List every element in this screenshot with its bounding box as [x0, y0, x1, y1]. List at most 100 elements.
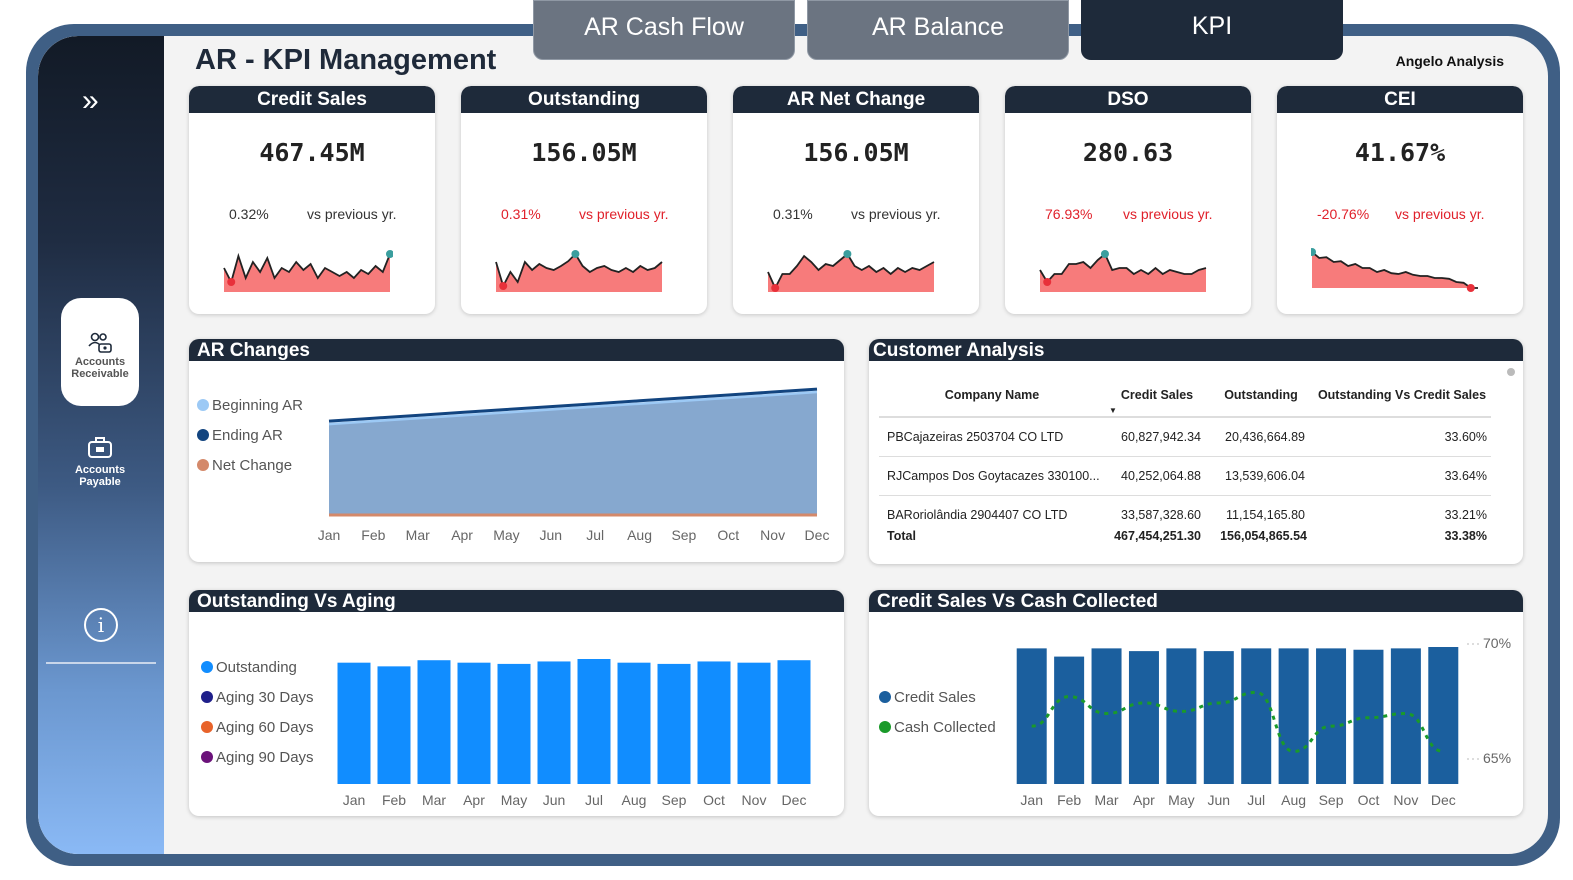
x-tick-label: May: [501, 792, 527, 808]
kpi-card-credit-sales[interactable]: Credit Sales 467.45M 0.32% vs previous yr.: [189, 86, 435, 314]
legend-item[interactable]: Credit Sales: [879, 683, 996, 713]
sparkline-line: [767, 252, 935, 291]
x-tick-label: Sep: [671, 527, 696, 543]
credit-sales-bar: [1278, 648, 1309, 784]
x-tick-label: Jan: [1020, 792, 1043, 808]
x-tick-label: May: [1168, 792, 1194, 808]
nav-accounts-payable[interactable]: Accounts Payable: [61, 434, 139, 496]
cell-outstanding: 20,436,664.89: [1209, 417, 1313, 457]
sparkline-low-marker: [499, 282, 508, 290]
x-tick-label: Apr: [1133, 792, 1155, 808]
x-tick-label: Jul: [1247, 792, 1265, 808]
kpi-title: Credit Sales: [189, 86, 435, 113]
table-row[interactable]: RJCampos Dos Goytacazes 330100... 40,252,…: [879, 456, 1491, 496]
col-credit-sales-label: Credit Sales: [1120, 387, 1194, 402]
sparkline-line: [1039, 252, 1207, 284]
legend-item[interactable]: Aging 90 Days: [201, 743, 314, 773]
legend-marker: [197, 429, 209, 441]
x-tick-label: Jun: [1208, 792, 1231, 808]
outstanding-bar: [457, 662, 491, 784]
kpi-change: 0.31%: [501, 206, 541, 222]
outstanding-bar: [577, 659, 611, 784]
credit-sales-bar: [1091, 648, 1122, 784]
people-card-icon: [88, 332, 112, 353]
legend-marker: [197, 399, 209, 411]
outstanding-bar: [537, 661, 571, 784]
sparkline-high-marker: [1311, 248, 1316, 256]
x-tick-label: Sep: [662, 792, 687, 808]
kpi-value: 280.63: [1082, 138, 1174, 167]
legend-marker: [201, 691, 213, 703]
x-tick-label: Nov: [742, 792, 767, 808]
kpi-card-outstanding[interactable]: Outstanding 156.05M 0.31% vs previous yr.: [461, 86, 707, 314]
credit-cash-panel: Credit Sales Vs Cash Collected Credit Sa…: [869, 590, 1523, 816]
tab-ar-cash-flow[interactable]: AR Cash Flow: [533, 0, 795, 60]
scrollbar-thumb[interactable]: [1507, 368, 1515, 376]
legend-label: Aging 90 Days: [216, 749, 314, 766]
legend-item[interactable]: Cash Collected: [879, 713, 996, 743]
info-icon[interactable]: i: [84, 608, 118, 642]
col-company-name[interactable]: Company Name: [879, 373, 1105, 418]
table-row[interactable]: PBCajazeiras 2503704 CO LTD 60,827,942.34…: [879, 417, 1491, 457]
x-tick-label: Mar: [422, 792, 446, 808]
y2-tick-label: 65%: [1483, 750, 1511, 766]
kpi-compare-label: vs previous yr.: [1123, 206, 1213, 222]
kpi-card-ar-net-change[interactable]: AR Net Change 156.05M 0.31% vs previous yr.: [733, 86, 979, 314]
panel-title: AR Changes: [189, 339, 844, 361]
cell-company-name: PBCajazeiras 2503704 CO LTD: [879, 417, 1105, 457]
kpi-value: 41.67%: [1354, 138, 1446, 167]
kpi-compare-label: vs previous yr.: [579, 206, 669, 222]
legend-label: Outstanding: [216, 659, 297, 676]
expand-chevron-icon[interactable]: »: [82, 84, 99, 117]
kpi-change: 0.31%: [773, 206, 813, 222]
ar-changes-legend: Beginning AR Ending AR Net Change: [197, 391, 303, 481]
kpi-value: 467.45M: [259, 138, 365, 167]
kpi-change: 0.32%: [229, 206, 269, 222]
nav-label-line1: Accounts: [74, 464, 126, 476]
credit-sales-bar: [1241, 648, 1272, 784]
sparkline-line: [1311, 251, 1478, 289]
nav-label-line1: Accounts: [74, 356, 126, 368]
legend-item[interactable]: Aging 30 Days: [201, 683, 314, 713]
kpi-card-cei[interactable]: CEI 41.67% -20.76% vs previous yr.: [1277, 86, 1523, 314]
legend-marker: [197, 459, 209, 471]
legend-marker: [879, 721, 891, 733]
kpi-card-dso[interactable]: DSO 280.63 76.93% vs previous yr.: [1005, 86, 1251, 314]
customer-analysis-panel: Customer Analysis Company Name Credit Sa…: [869, 339, 1523, 564]
x-tick-label: Jan: [343, 792, 366, 808]
kpi-value: 156.05M: [803, 138, 909, 167]
legend-item[interactable]: Outstanding: [201, 653, 314, 683]
legend-marker: [201, 661, 213, 673]
nav-accounts-receivable[interactable]: Accounts Receivable: [61, 298, 139, 406]
legend-item[interactable]: Ending AR: [197, 421, 303, 451]
legend-item[interactable]: Net Change: [197, 451, 303, 481]
ar-changes-chart: Jan Feb Mar Apr May Jun Jul Aug Sep Oct Nov Dec: [318, 387, 829, 543]
credit-sales-bar: [1166, 648, 1197, 784]
credit-sales-bar: [1203, 651, 1234, 784]
sparkline-area: [1040, 254, 1206, 292]
col-outstanding-vs-credit[interactable]: Outstanding Vs Credit Sales: [1313, 373, 1491, 418]
page-title: AR - KPI Management: [195, 44, 497, 76]
col-credit-sales[interactable]: Credit Sales ▼: [1105, 373, 1209, 418]
credit-cash-legend: Credit Sales Cash Collected: [879, 683, 996, 743]
cell-ratio: 33.60%: [1313, 417, 1491, 457]
kpi-change: 76.93%: [1045, 206, 1093, 222]
x-tick-label: Feb: [1057, 792, 1081, 808]
tab-kpi[interactable]: KPI: [1081, 0, 1343, 60]
kpi-title: DSO: [1005, 86, 1251, 113]
sparkline-area: [496, 254, 662, 292]
tab-ar-balance[interactable]: AR Balance: [807, 0, 1069, 60]
legend-item[interactable]: Aging 60 Days: [201, 713, 314, 743]
legend-item[interactable]: Beginning AR: [197, 391, 303, 421]
x-tick-label: Feb: [382, 792, 406, 808]
kpi-sparkline: [495, 250, 663, 292]
outstanding-bar: [377, 666, 411, 784]
legend-label: Cash Collected: [894, 719, 996, 736]
kpi-title: CEI: [1277, 86, 1523, 113]
sparkline-low-marker: [1466, 284, 1475, 292]
aging-chart: Jan Feb Mar Apr May Jun Jul Aug Sep Oct Nov Dec: [337, 659, 811, 808]
col-outstanding[interactable]: Outstanding: [1209, 373, 1313, 418]
kpi-title: Outstanding: [461, 86, 707, 113]
x-tick-label: Aug: [627, 527, 652, 543]
beginning-ar-area: [329, 392, 817, 515]
